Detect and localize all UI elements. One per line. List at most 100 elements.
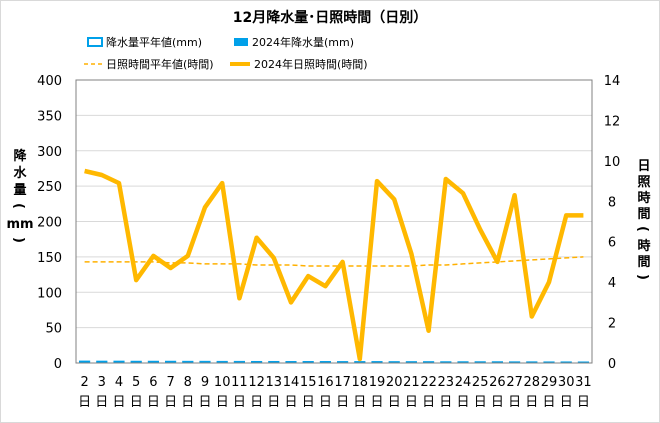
right-axis-ticks: 0 2 4 6 8 10 12 14 [604,74,621,372]
right-axis-title-char: 照 [637,175,650,190]
left-axis-title-char: 水 [13,165,27,181]
x-tick-label: 28 [524,375,541,390]
x-tick-suffix: 日 [233,395,246,410]
x-tick-suffix: 日 [164,395,177,410]
x-tick-label: 23 [438,375,455,390]
x-tick-label: 25 [472,375,489,390]
x-tick-suffix: 日 [336,395,349,410]
x-tick-label: 8 [184,375,192,390]
x-tick-label: 10 [214,375,231,390]
x-tick-label: 18 [352,375,369,390]
x-tick-label: 26 [489,375,506,390]
right-tick-label: 12 [604,114,621,129]
left-axis-ticks: 0 50 100 150 200 250 300 350 400 [37,74,62,372]
precip-bars [79,360,589,364]
x-tick-suffix: 日 [388,395,401,410]
x-tick-suffix: 日 [353,395,366,410]
left-tick-label: 300 [37,145,62,160]
x-tick-label: 29 [541,375,558,390]
x-tick-suffix: 日 [422,395,435,410]
x-tick-suffix: 日 [250,395,263,410]
left-tick-label: 150 [37,251,62,266]
x-tick-suffix: 日 [78,395,91,410]
right-tick-label: 4 [608,276,616,291]
left-axis-title-char: ) [11,237,26,243]
x-tick-suffix: 日 [267,395,280,410]
x-tick-label: 15 [300,375,317,390]
x-tick-label: 13 [266,375,283,390]
left-tick-label: 0 [54,357,62,372]
left-axis-title-char: 降 [13,148,27,164]
right-axis-title-char: ( [635,226,650,232]
right-tick-label: 0 [608,357,616,372]
right-tick-label: 14 [604,74,621,89]
x-tick-suffix: 日 [439,395,452,410]
sunshine-2024-line [84,168,584,362]
right-axis-title-char: 間 [637,255,650,270]
x-tick-label: 2 [80,375,88,390]
right-tick-label: 6 [608,236,616,251]
x-tick-suffix: 日 [370,395,383,410]
x-tick-suffix: 日 [560,395,573,410]
x-tick-suffix: 日 [112,395,125,410]
right-tick-label: 8 [608,195,616,210]
x-axis-labels: 2日3日4日5日6日7日8日9日10日11日12日13日14日15日16日17日… [78,375,592,410]
chart-title: 12月降水量･日照時間（日別） [233,9,427,26]
legend-swatch-normal-precip [87,37,103,47]
legend-label-2024-sunshine: 2024年日照時間(時間) [254,57,368,71]
left-tick-label: 50 [45,322,62,337]
x-tick-label: 16 [317,375,334,390]
x-tick-suffix: 日 [525,395,538,410]
x-tick-suffix: 日 [198,395,211,410]
legend-label-2024-precip: 2024年降水量(mm) [252,35,354,49]
right-axis-title-char: 間 [637,207,650,222]
x-tick-suffix: 日 [95,395,108,410]
x-tick-label: 24 [455,375,472,390]
sunshine-lines [84,168,584,362]
right-axis-title-char: 日 [637,159,650,174]
x-tick-suffix: 日 [284,395,297,410]
x-tick-suffix: 日 [319,395,332,410]
left-tick-label: 100 [37,286,62,301]
x-tick-label: 17 [334,375,351,390]
x-tick-label: 14 [283,375,300,390]
x-tick-suffix: 日 [302,395,315,410]
x-tick-suffix: 日 [456,395,469,410]
gridlines [76,114,592,329]
left-tick-label: 400 [37,74,62,89]
x-tick-suffix: 日 [474,395,487,410]
x-tick-label: 7 [166,375,174,390]
left-axis-title-char: ( [11,203,26,209]
normal-sunshine-line [84,256,584,267]
x-tick-label: 27 [506,375,523,390]
x-tick-label: 21 [403,375,420,390]
x-tick-label: 19 [369,375,386,390]
x-tick-label: 11 [231,375,248,390]
x-tick-label: 31 [575,375,592,390]
x-tick-label: 5 [132,375,140,390]
x-tick-label: 3 [98,375,106,390]
x-tick-suffix: 日 [147,395,160,410]
x-tick-label: 30 [558,375,575,390]
right-tick-label: 10 [604,155,621,170]
x-tick-label: 20 [386,375,403,390]
plot-area-border [75,79,593,364]
legend: 降水量平年値(mm) 2024年降水量(mm) 日照時間平年値(時間) 2024… [84,35,368,71]
x-tick-suffix: 日 [542,395,555,410]
right-axis-title-char: 時 [637,190,650,206]
x-tick-label: 4 [115,375,123,390]
right-axis-title-char: 時 [637,238,650,254]
right-tick-label: 2 [608,317,616,332]
x-tick-label: 22 [420,375,437,390]
x-tick-suffix: 日 [130,395,143,410]
right-axis-title: 日照時間(時間) [635,159,651,280]
left-axis-title-char: mm [6,217,33,232]
left-tick-label: 350 [37,109,62,124]
left-axis-title: 降水量 (mm) [6,148,33,243]
x-tick-label: 6 [149,375,157,390]
left-tick-label: 250 [37,180,62,195]
x-tick-suffix: 日 [405,395,418,410]
x-tick-suffix: 日 [577,395,590,410]
